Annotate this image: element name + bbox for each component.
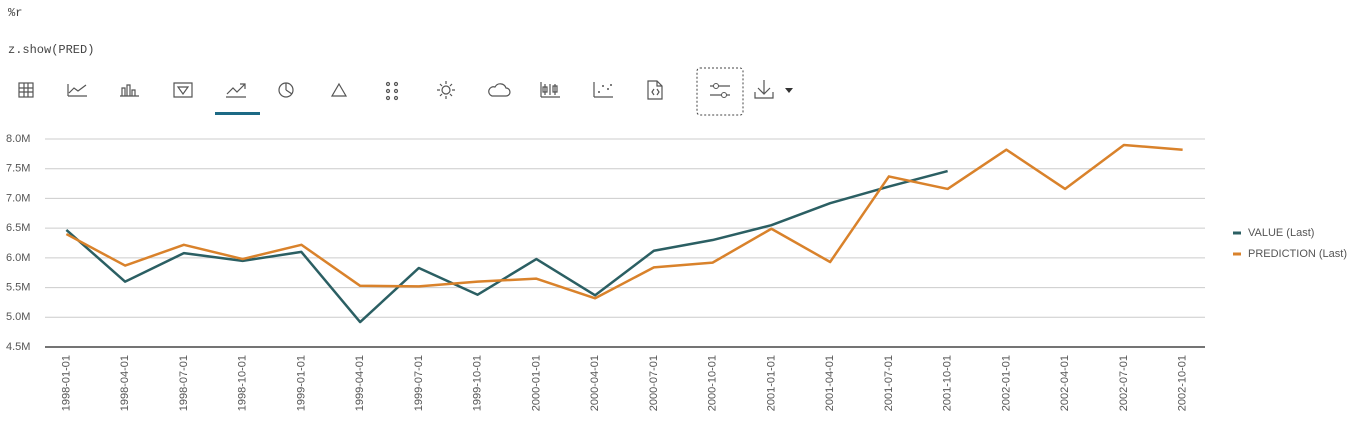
legend-label: PREDICTION (Last)	[1248, 248, 1347, 260]
settings-icon[interactable]	[710, 83, 730, 98]
x-tick-label: 2000-01-01	[530, 355, 542, 411]
funnel-icon[interactable]	[173, 82, 193, 98]
y-tick-label: 8.0M	[6, 133, 30, 145]
x-tick-label: 2002-04-01	[1059, 355, 1071, 411]
y-tick-label: 6.5M	[6, 222, 30, 234]
settings-focus	[696, 67, 744, 116]
table-icon[interactable]	[18, 82, 34, 98]
bar-icon[interactable]	[120, 84, 139, 97]
code: z.show(PRED)	[8, 43, 94, 57]
x-tick-label: 2002-01-01	[1000, 355, 1012, 411]
x-tick-label: 1998-04-01	[119, 355, 131, 411]
x-tick-label: 2001-01-01	[765, 355, 777, 411]
y-tick-label: 6.0M	[6, 252, 30, 264]
y-tick-label: 4.5M	[6, 341, 30, 353]
y-tick-label: 5.5M	[6, 281, 30, 293]
x-tick-label: 1999-01-01	[295, 355, 307, 411]
triangle-icon[interactable]	[330, 82, 348, 97]
pie-icon[interactable]	[278, 82, 294, 98]
dots-icon[interactable]	[385, 81, 399, 101]
x-tick-label: 1999-10-01	[472, 355, 484, 411]
cloud-icon[interactable]	[488, 83, 511, 97]
sun-icon[interactable]	[437, 81, 455, 99]
code-icon[interactable]	[647, 80, 663, 100]
download-icon[interactable]	[754, 80, 793, 99]
x-tick-label: 2000-04-01	[589, 355, 601, 411]
x-tick-label: 2002-10-01	[1177, 355, 1189, 411]
x-tick-label: 1999-07-01	[413, 355, 425, 411]
series-line	[65, 169, 948, 324]
scatter-icon[interactable]	[593, 82, 613, 98]
magic: %r	[8, 6, 22, 20]
legend-label: VALUE (Last)	[1248, 227, 1314, 239]
x-tick-label: 1998-10-01	[237, 355, 249, 411]
y-tick-label: 7.0M	[6, 192, 30, 204]
y-tick-label: 5.0M	[6, 311, 30, 323]
toolbar	[18, 67, 793, 116]
x-tick-label: 2001-04-01	[824, 355, 836, 411]
x-tick-label: 2002-07-01	[1118, 355, 1130, 411]
x-tick-label: 1999-04-01	[354, 355, 366, 411]
x-tick-label: 2001-10-01	[942, 355, 954, 411]
series-line	[65, 143, 1183, 300]
x-tick-label: 1998-07-01	[178, 355, 190, 411]
selected-tab	[215, 112, 260, 115]
candle-icon[interactable]	[540, 82, 560, 98]
x-tick-label: 2000-07-01	[648, 355, 660, 411]
y-tick-label: 7.5M	[6, 163, 30, 175]
line-icon[interactable]	[226, 83, 246, 98]
x-tick-label: 2000-10-01	[707, 355, 719, 411]
area-icon[interactable]	[67, 84, 87, 97]
x-tick-label: 2001-07-01	[883, 355, 895, 411]
x-tick-label: 1998-01-01	[60, 355, 72, 411]
